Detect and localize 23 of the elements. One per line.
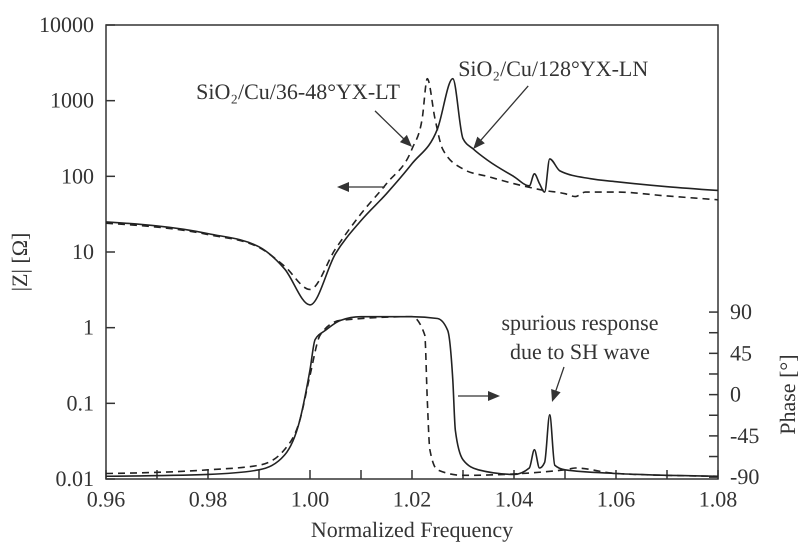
annotation: spurious response due to SH wave [501, 310, 659, 364]
x-tick-label: 1.00 [290, 486, 330, 512]
y-tick-label: 1 [83, 314, 94, 340]
y2-axis-title: Phase [°] [775, 354, 800, 435]
x-tick-label: 1.06 [596, 486, 636, 512]
x-tick-label: 0.98 [188, 486, 228, 512]
x-axis-title: Normalized Frequency [310, 517, 514, 542]
y2-tick-label: -90 [730, 464, 760, 490]
x-tick-label: 1.08 [698, 486, 738, 512]
y-axis-title: |Z| [Ω] [7, 232, 32, 292]
y2-tick-label: 0 [730, 382, 741, 407]
y2-tick-label: -45 [730, 422, 760, 448]
x-tick-label: 1.02 [392, 486, 432, 512]
annotation: SiO₂/Cu/128°YX-LN [458, 56, 648, 81]
y-tick-label: 1000 [50, 88, 94, 113]
x-tick-label: 1.04 [494, 486, 534, 512]
annotation: SiO₂/Cu/36-48°YX-LT [196, 78, 401, 104]
y-tick-label: 10000 [39, 12, 94, 38]
y-tick-label: 100 [61, 163, 94, 188]
y-tick-label: 0.1 [66, 390, 94, 416]
y2-tick-label: 45 [730, 340, 752, 366]
y2-tick-label: 90 [730, 299, 752, 324]
y-tick-label: 10 [72, 239, 94, 264]
